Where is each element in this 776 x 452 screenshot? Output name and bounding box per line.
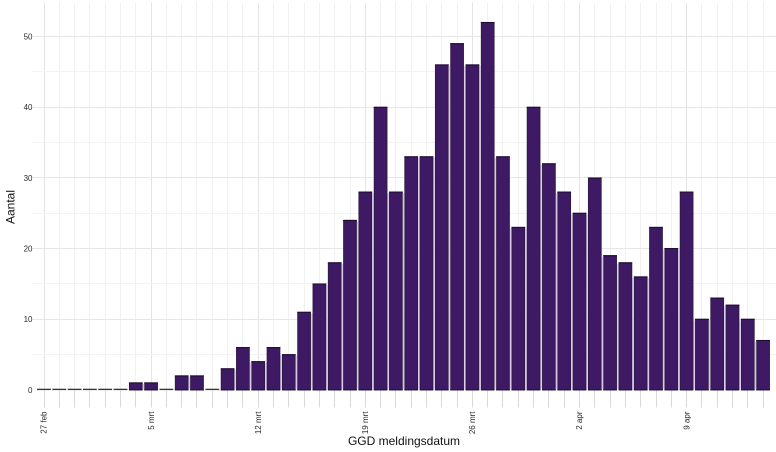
svg-text:10: 10: [24, 315, 33, 324]
svg-text:0: 0: [28, 386, 33, 395]
svg-text:12 mrt: 12 mrt: [254, 411, 263, 434]
svg-text:5 mrt: 5 mrt: [147, 411, 156, 430]
svg-text:9 apr: 9 apr: [682, 411, 691, 430]
svg-text:26 mrt: 26 mrt: [468, 411, 477, 434]
svg-text:Aantal: Aantal: [4, 190, 18, 224]
svg-text:GGD meldingsdatum: GGD meldingsdatum: [348, 434, 460, 448]
svg-text:40: 40: [24, 103, 33, 112]
svg-text:2 apr: 2 apr: [575, 411, 584, 430]
svg-text:19 mrt: 19 mrt: [361, 411, 370, 434]
svg-text:30: 30: [24, 174, 33, 183]
svg-text:50: 50: [24, 33, 33, 42]
svg-text:20: 20: [24, 245, 33, 254]
svg-text:27 feb: 27 feb: [40, 411, 49, 434]
